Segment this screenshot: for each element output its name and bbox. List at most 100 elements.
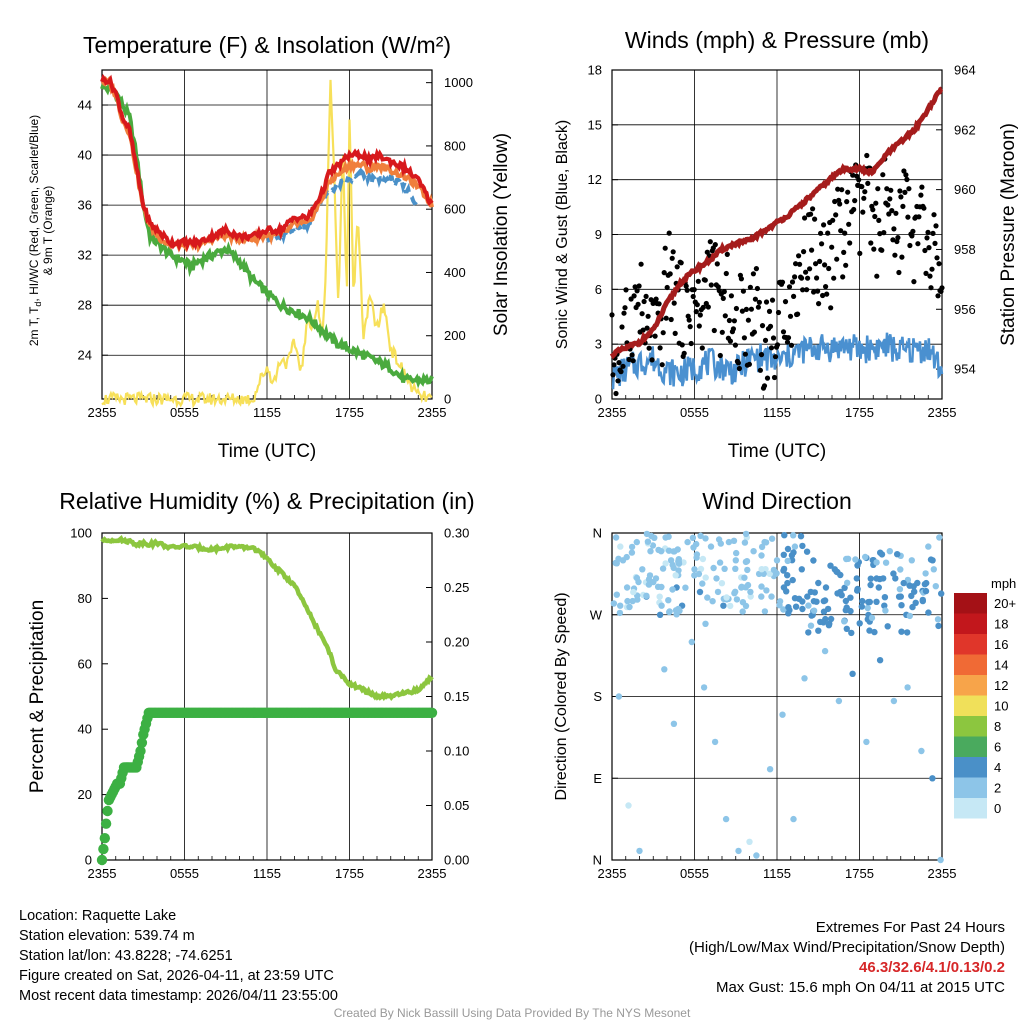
- gust-point: [839, 187, 845, 193]
- direction-point: [882, 559, 890, 566]
- gust-point: [815, 288, 821, 294]
- colorbar-swatch: [954, 757, 987, 778]
- direction-point: [720, 602, 727, 609]
- precip-point: [96, 854, 108, 866]
- x-tick-label: 1155: [763, 405, 791, 420]
- gust-point: [663, 315, 669, 321]
- direction-point: [824, 605, 832, 613]
- y-tick-label-left: E: [593, 771, 602, 786]
- gust-point: [934, 255, 940, 261]
- colorbar-label: 20+: [994, 596, 1016, 611]
- gust-point: [810, 206, 816, 212]
- x-tick-label: 1155: [763, 866, 791, 881]
- gust-point: [856, 177, 862, 183]
- direction-point: [672, 572, 679, 579]
- gust-point: [892, 252, 898, 258]
- x-tick-label: 0555: [170, 405, 199, 420]
- y-tick-label-left: N: [593, 853, 602, 868]
- direction-point: [741, 539, 749, 546]
- gust-point: [643, 293, 649, 299]
- gust-points: [609, 152, 945, 397]
- direction-point: [684, 538, 691, 546]
- gust-point: [803, 269, 809, 275]
- plot-frame: [611, 69, 943, 400]
- gust-point: [652, 333, 658, 339]
- gust-point: [837, 201, 843, 207]
- direction-point: [758, 552, 765, 559]
- gust-point: [646, 345, 652, 351]
- gust-point: [763, 299, 770, 305]
- gust-point: [708, 282, 714, 288]
- x-tick-label: 1755: [845, 866, 874, 881]
- gust-point: [748, 306, 755, 312]
- direction-point: [862, 553, 869, 561]
- gust-point: [904, 176, 910, 183]
- direction-point: [820, 619, 827, 626]
- gust-point: [832, 198, 838, 205]
- gust-point: [782, 299, 789, 305]
- colorbar-swatch: [954, 675, 987, 696]
- direction-point: [865, 598, 872, 606]
- direction-point: [702, 574, 709, 581]
- gust-point: [695, 278, 701, 284]
- gust-point: [907, 242, 913, 249]
- gust-point: [690, 293, 696, 300]
- direction-point: [758, 593, 765, 600]
- gust-point: [739, 308, 746, 314]
- x-tick-label: 2355: [88, 405, 117, 420]
- direction-point: [821, 647, 829, 655]
- direction-point: [624, 597, 631, 605]
- gust-point: [826, 265, 832, 272]
- gust-point: [890, 237, 896, 243]
- colorbar-unit: mph: [991, 576, 1016, 591]
- gust-point: [860, 209, 866, 215]
- gust-point: [722, 313, 728, 319]
- gust-point: [915, 241, 921, 247]
- direction-point: [805, 602, 812, 609]
- gust-point: [684, 287, 690, 293]
- gust-point: [846, 221, 852, 227]
- direction-point: [934, 616, 942, 623]
- gust-point: [808, 211, 814, 217]
- direction-point: [898, 628, 905, 635]
- direction-point: [766, 570, 773, 577]
- direction-point: [615, 555, 622, 562]
- gust-point: [802, 215, 808, 221]
- gust-point: [768, 345, 775, 351]
- gust-point: [717, 352, 723, 359]
- y-tick-label-left: 6: [595, 282, 602, 297]
- gust-point: [728, 293, 735, 299]
- gust-point: [705, 304, 711, 310]
- gust-point: [723, 270, 729, 277]
- gust-point: [897, 188, 903, 194]
- station-info: Location: Raquette Lake Station elevatio…: [19, 906, 338, 1006]
- direction-point: [662, 560, 669, 567]
- direction-point: [628, 543, 636, 551]
- direction-point: [758, 543, 766, 551]
- colorbar-swatch: [954, 654, 987, 675]
- direction-point: [815, 627, 822, 634]
- direction-point: [890, 697, 898, 705]
- direction-point: [711, 738, 719, 746]
- direction-point: [898, 602, 905, 609]
- direction-point: [825, 622, 833, 629]
- direction-point: [714, 588, 722, 596]
- direction-point: [935, 622, 942, 630]
- y-tick-label-right: 960: [954, 182, 976, 197]
- direction-point: [799, 605, 806, 613]
- gust-point: [699, 345, 705, 351]
- gust-point: [811, 289, 817, 295]
- colorbar-label: 16: [994, 637, 1008, 652]
- direction-point: [884, 623, 891, 630]
- gust-point: [759, 323, 766, 329]
- direction-point: [904, 684, 911, 691]
- direction-point: [669, 561, 676, 569]
- gust-point: [664, 284, 670, 291]
- direction-point: [697, 532, 704, 539]
- direction-point: [877, 549, 884, 556]
- direction-point: [709, 598, 716, 605]
- gust-point: [818, 230, 824, 236]
- y-tick-label-right: 0.20: [444, 635, 469, 650]
- y-tick-label-left: 80: [78, 591, 92, 606]
- gust-point: [743, 306, 750, 312]
